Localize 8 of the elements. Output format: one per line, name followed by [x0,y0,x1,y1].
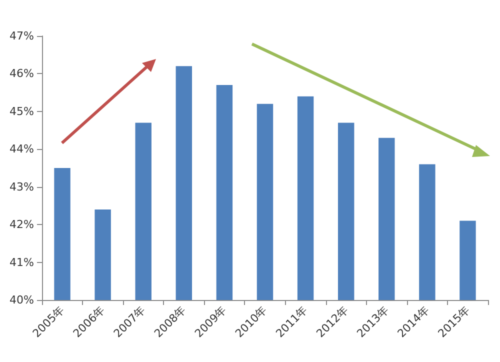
y-tick-label: 46% [10,67,34,80]
y-tick-label: 42% [10,218,34,232]
y-tick-label: 47% [10,30,34,42]
y-tick-label: 45% [10,104,34,118]
y-tick-label: 40% [10,294,34,306]
y-tick-label: 44% [10,142,34,156]
y-tick-label: 41% [10,256,34,269]
y-tick-label: 43% [10,180,34,194]
